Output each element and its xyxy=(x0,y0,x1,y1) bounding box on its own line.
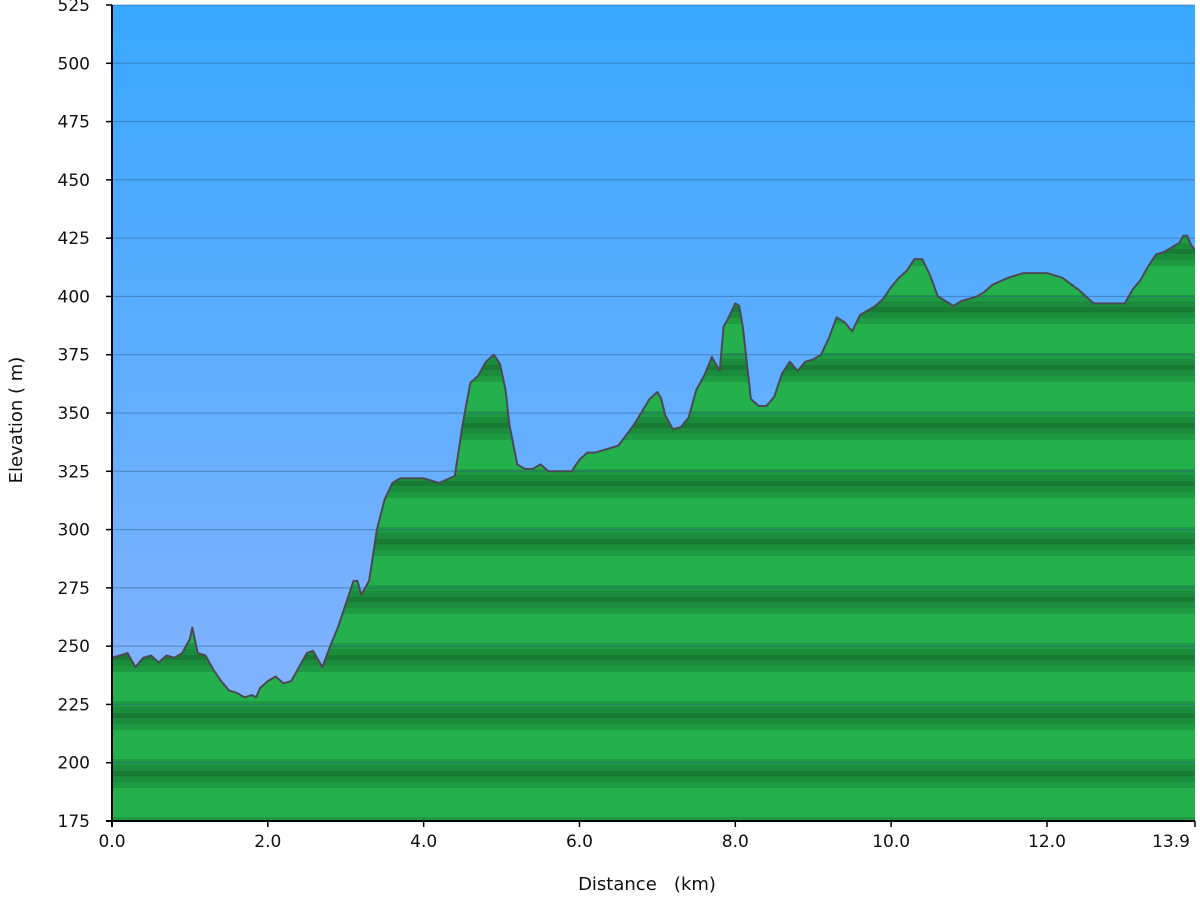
y-tick-label: 450 xyxy=(58,171,90,191)
x-tick-label: 0.0 xyxy=(98,832,125,852)
gridlines xyxy=(112,4,1195,764)
y-tick-label: 300 xyxy=(58,521,90,541)
y-tick-label: 475 xyxy=(58,113,90,133)
elevation-line xyxy=(112,234,1195,699)
y-axis-label: Elevation ( m) xyxy=(6,357,27,484)
y-tick-label: 375 xyxy=(58,346,90,366)
line-layer xyxy=(112,234,1195,699)
x-tick-label: 10.0 xyxy=(872,832,910,852)
elevation-area xyxy=(112,235,1195,821)
x-axis-label: Distance (km) xyxy=(578,874,716,895)
y-tick-label: 275 xyxy=(58,579,90,599)
tick-labels: 175 200 225 250 275 300 325 350 375 400 425 450 475 5… xyxy=(58,0,1190,852)
x-tick-label: 4.0 xyxy=(410,832,437,852)
axes xyxy=(106,4,1196,827)
area-layer xyxy=(112,235,1195,821)
x-tick-label: 12.0 xyxy=(1028,832,1066,852)
y-tick-label: 175 xyxy=(58,812,90,832)
y-tick-label: 500 xyxy=(58,54,90,74)
y-tick-label: 250 xyxy=(58,637,90,657)
x-tick-label: 2.0 xyxy=(254,832,281,852)
y-tick-label: 525 xyxy=(58,0,90,16)
y-tick-label: 200 xyxy=(58,754,90,774)
y-tick-label: 425 xyxy=(58,229,90,249)
y-tick-label: 325 xyxy=(58,462,90,482)
y-tick-label: 350 xyxy=(58,404,90,424)
x-tick-label: 13.9 xyxy=(1152,832,1190,852)
y-tick-label: 400 xyxy=(58,287,90,307)
x-tick-label: 6.0 xyxy=(566,832,593,852)
x-tick-label: 8.0 xyxy=(722,832,749,852)
y-tick-label: 225 xyxy=(58,695,90,715)
